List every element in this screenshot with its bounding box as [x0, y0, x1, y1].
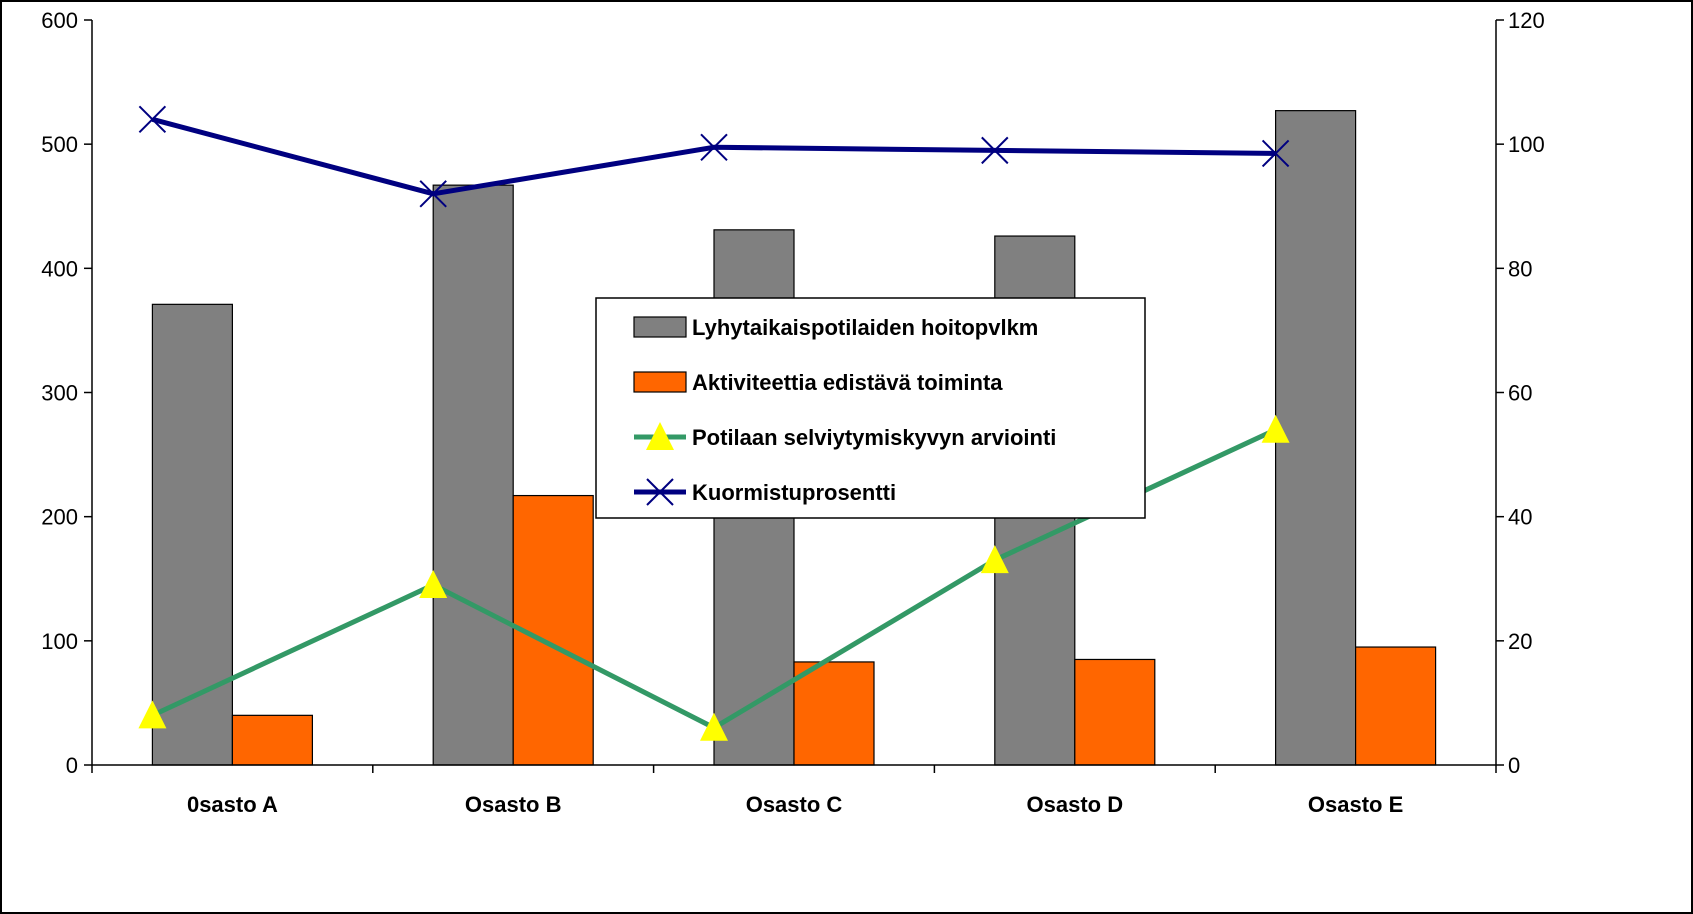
legend-label: Aktiviteettia edistävä toiminta — [692, 370, 1003, 395]
data-point-triangle — [419, 569, 448, 598]
y-left-tick-label: 500 — [41, 132, 78, 157]
y-left-tick-label: 100 — [41, 629, 78, 654]
bar — [151, 303, 233, 766]
data-point-x — [646, 478, 674, 506]
y-left-tick-label: 600 — [41, 8, 78, 33]
x-tick-label: Osasto C — [746, 792, 843, 817]
y-right-tick-label: 120 — [1508, 8, 1545, 33]
bar — [1074, 658, 1156, 766]
data-point-x — [1261, 139, 1290, 168]
y-left-tick-label: 400 — [41, 256, 78, 281]
bar — [1354, 646, 1437, 766]
data-point-x — [700, 133, 728, 161]
data-point-x — [138, 105, 167, 134]
data-point-triangle — [138, 700, 167, 729]
data-point-triangle — [646, 422, 674, 450]
bar — [793, 661, 875, 766]
x-tick-label: Osasto D — [1027, 792, 1124, 817]
legend-label: Kuormistuprosentti — [692, 480, 896, 505]
x-tick-label: Osasto B — [465, 792, 562, 817]
y-right-tick-label: 0 — [1508, 753, 1520, 778]
legend-swatch — [633, 316, 687, 338]
y-right-tick-label: 100 — [1508, 132, 1545, 157]
axes-layer: 0 100 200 300 400 500 600 0 20 40 60 80 100 120 0sasto… — [41, 8, 1544, 817]
legend-label: Lyhytaikaispotilaiden hoitopvlkm — [692, 315, 1038, 340]
y-right-tick-label: 80 — [1508, 256, 1532, 281]
data-point-triangle — [1261, 414, 1290, 443]
bar — [1274, 110, 1357, 766]
data-point-triangle — [700, 712, 728, 741]
y-right-tick-label: 20 — [1508, 629, 1532, 654]
y-left-tick-label: 0 — [66, 753, 78, 778]
data-point-x — [981, 136, 1009, 165]
legend-label: Potilaan selviytymiskyvyn arviointi — [692, 425, 1056, 450]
y-left-tick-label: 300 — [41, 381, 78, 406]
data-point-x — [419, 180, 447, 208]
x-tick-label: 0sasto A — [187, 792, 278, 817]
legend-box — [595, 297, 1146, 519]
legend-swatch — [633, 371, 687, 393]
bar — [231, 714, 313, 766]
x-tick-label: Osasto E — [1308, 792, 1403, 817]
legend: Lyhytaikaispotilaiden hoitopvlkm Aktivite… — [595, 297, 1146, 519]
y-left-tick-label: 200 — [41, 505, 78, 530]
y-right-tick-label: 60 — [1508, 381, 1532, 406]
data-point-triangle — [980, 545, 1009, 574]
y-right-tick-label: 40 — [1508, 505, 1532, 530]
bar — [432, 184, 514, 766]
